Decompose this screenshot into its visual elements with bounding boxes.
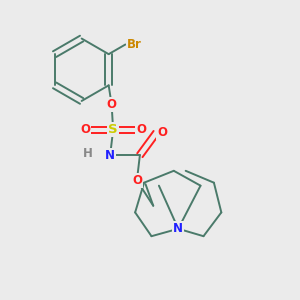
Text: H: H <box>83 147 93 160</box>
Text: N: N <box>173 222 183 235</box>
Text: O: O <box>132 174 142 187</box>
Text: O: O <box>136 123 146 136</box>
Text: S: S <box>108 123 118 136</box>
Text: O: O <box>80 123 90 136</box>
Text: Br: Br <box>127 38 142 51</box>
Text: O: O <box>106 98 117 111</box>
Text: N: N <box>105 149 115 162</box>
Text: O: O <box>157 126 167 140</box>
